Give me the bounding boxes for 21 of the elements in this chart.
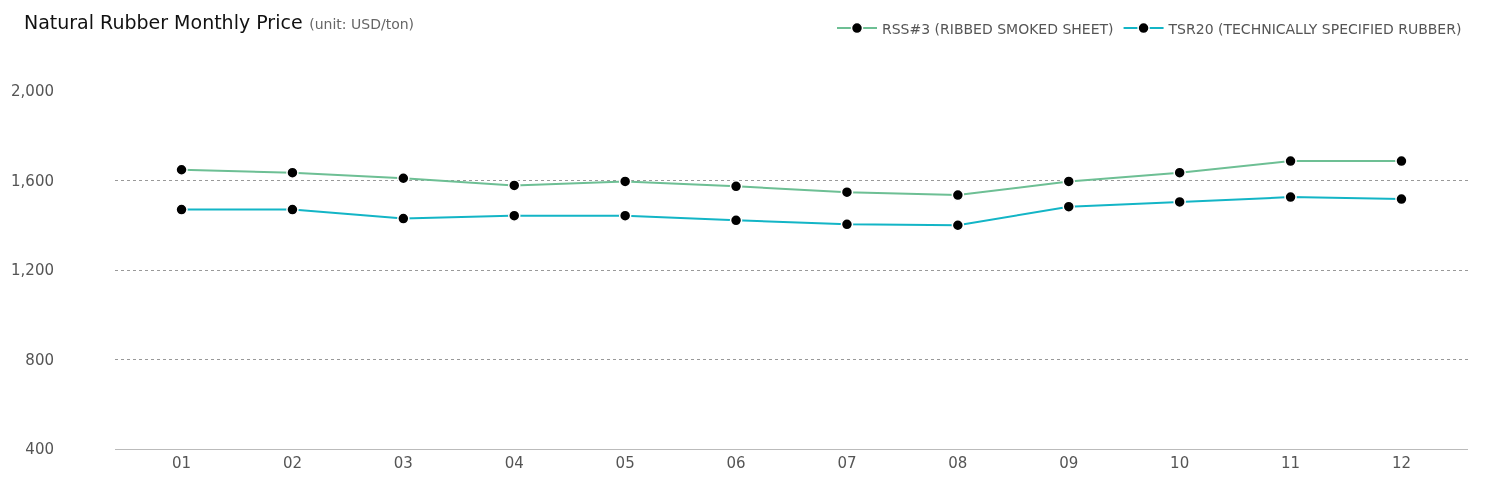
x-tick-label: 04 (504, 454, 524, 472)
y-tick-label: 1,200 (11, 261, 54, 280)
x-tick-label: 06 (726, 454, 746, 472)
x-tick-label: 08 (948, 454, 968, 472)
x-tick-label: 02 (282, 454, 302, 472)
y-tick-label: 1,600 (11, 171, 54, 190)
x-tick-label: 09 (1059, 454, 1079, 472)
x-tick-label: 11 (1281, 454, 1301, 472)
chart-subtitle: (unit: USD/ton) (309, 16, 415, 33)
x-tick-label: 03 (393, 454, 413, 472)
legend-label: TSR20 (TECHNICALLY SPECIFIED RUBBER) (1167, 20, 1462, 37)
x-tick-label: 01 (171, 454, 192, 472)
y-tick-label: 800 (25, 350, 54, 369)
chart-title: Natural Rubber Monthly Price (23, 11, 303, 34)
x-tick-label: 05 (615, 454, 635, 472)
x-tick-label: 10 (1170, 454, 1190, 472)
x-tick-label: 07 (837, 454, 857, 472)
y-tick-label: 2,000 (11, 82, 54, 101)
legend-label: RSS#3 (RIBBED SMOKED SHEET) (882, 20, 1114, 37)
y-tick-label: 400 (25, 440, 54, 459)
x-tick-label: 12 (1391, 454, 1412, 472)
